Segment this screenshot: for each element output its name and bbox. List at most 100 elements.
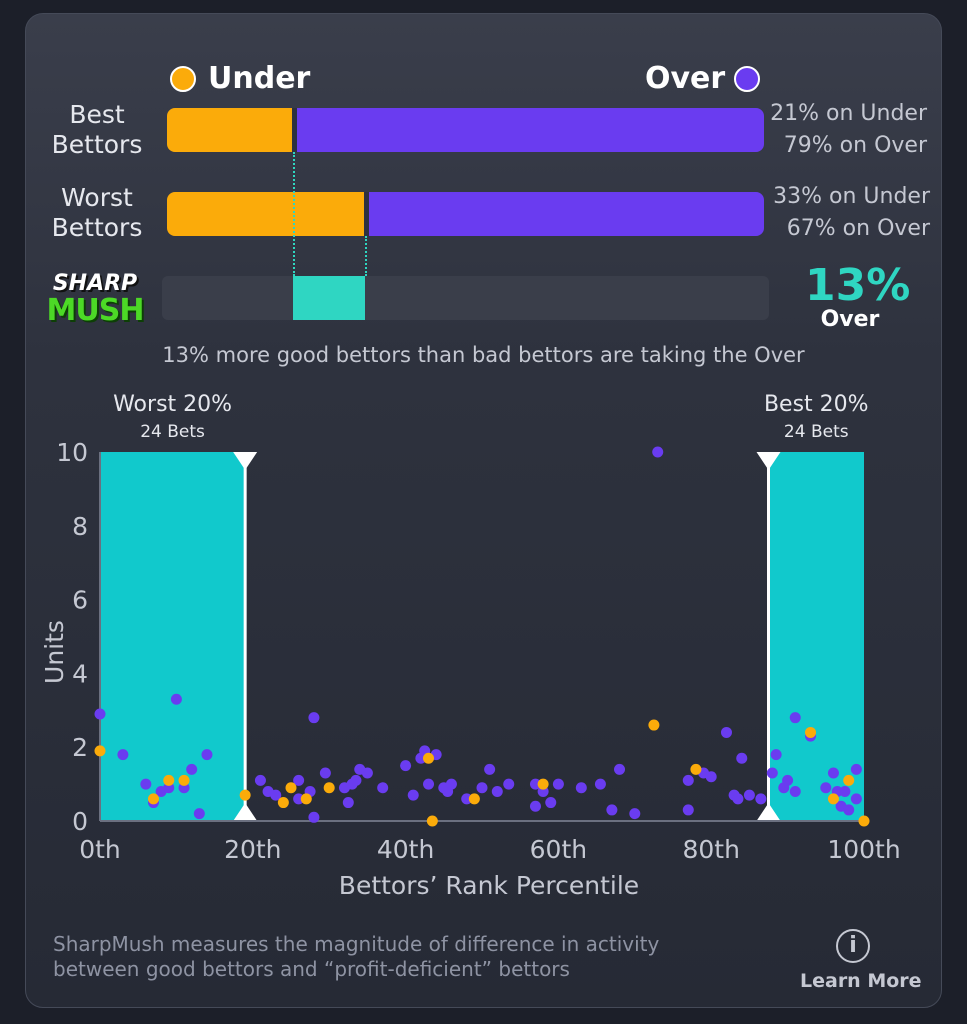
data-point-over (629, 808, 641, 820)
best-bettors-label: Best Bettors (32, 100, 162, 160)
mush-track (162, 276, 769, 320)
footer-note-line1: SharpMush measures the magnitude of diff… (53, 932, 660, 956)
x-tick-label: 40th (377, 835, 434, 864)
data-point-over (140, 778, 152, 790)
data-point-under (147, 793, 159, 805)
x-axis-title: Bettors’ Rank Percentile (339, 871, 639, 900)
y-tick-label: 8 (72, 512, 88, 541)
data-point-over (445, 778, 457, 790)
data-point-over (755, 793, 767, 805)
data-point-over (545, 797, 557, 809)
data-point-over (782, 774, 794, 786)
data-point-over (461, 793, 473, 805)
data-point-under (690, 763, 702, 775)
data-point-over (682, 804, 694, 816)
footer-note-line2: between good bettors and “profit-deficie… (53, 957, 570, 981)
data-point-over (170, 693, 182, 705)
under-legend-label: Under (208, 61, 311, 96)
data-point-over (732, 793, 744, 805)
x-tick-label: 20th (224, 835, 281, 864)
y-axis-title: Units (40, 620, 69, 684)
data-point-over (94, 708, 106, 720)
data-point-over (736, 752, 748, 764)
data-point-under (827, 793, 839, 805)
data-point-over (503, 778, 515, 790)
best-bettors-bar (167, 108, 764, 152)
under-legend-dot-icon (170, 66, 196, 92)
data-point-under (94, 745, 106, 757)
data-point-under (537, 778, 549, 790)
best-bettors-over-segment (297, 108, 764, 152)
sharpmush-logo-line1: SHARP (52, 271, 138, 296)
data-point-over (850, 763, 862, 775)
over-legend-dot-icon (734, 66, 760, 92)
data-point-over (308, 811, 320, 823)
best-bettors-pct: 21% on Under 79% on Over (757, 98, 927, 162)
data-point-over (614, 763, 626, 775)
data-point-over (361, 767, 373, 779)
data-point-over (682, 774, 694, 786)
data-point-under (843, 774, 855, 786)
data-point-over (850, 793, 862, 805)
region-label-1: Best 20% (764, 392, 869, 417)
data-point-over (293, 793, 305, 805)
best-bettors-label-line2: Bettors (51, 130, 143, 159)
data-point-over (423, 778, 435, 790)
data-point-over (117, 749, 129, 761)
best-bettors-label-line1: Best (69, 100, 125, 129)
data-point-under (426, 815, 438, 827)
data-point-over (529, 800, 541, 812)
sharpmush-logo-line2: MUSH (46, 293, 145, 328)
best-bettors-bar-divider (292, 108, 298, 152)
over-legend-label: Over (645, 61, 726, 96)
data-point-under (163, 774, 175, 786)
region-top-handle-0 (233, 452, 258, 470)
worst-bettors-label-line2: Bettors (51, 213, 143, 242)
data-point-over (720, 726, 732, 738)
data-point-over (827, 767, 839, 779)
x-tick-label: 100th (827, 835, 900, 864)
worst-bettors-label: Worst Bettors (32, 183, 162, 243)
data-point-over (308, 712, 320, 724)
data-point-over (652, 446, 664, 458)
worst-bettors-pct: 33% on Under 67% on Over (760, 181, 930, 245)
region-sublabel-1: 24 Bets (784, 422, 849, 442)
data-point-under (648, 719, 660, 731)
y-tick-label: 0 (72, 807, 88, 836)
data-point-over (529, 778, 541, 790)
data-point-over (293, 774, 305, 786)
data-point-over (270, 789, 282, 801)
worst-bettors-over-segment (369, 192, 764, 236)
y-tick-label: 2 (72, 733, 88, 762)
y-tick-label: 10 (56, 438, 88, 467)
learn-more-link[interactable]: Learn More (800, 970, 922, 992)
data-point-over (789, 785, 801, 797)
data-point-over (606, 804, 618, 816)
data-point-over (770, 749, 782, 761)
data-point-under (323, 782, 335, 794)
data-point-over (476, 782, 488, 794)
data-point-over (319, 767, 331, 779)
data-point-under (239, 789, 251, 801)
y-tick-label: 6 (72, 586, 88, 615)
best-under-guide-line (293, 152, 296, 276)
worst-bettors-label-line1: Worst (61, 183, 133, 212)
data-point-under (858, 815, 870, 827)
data-point-over (594, 778, 606, 790)
info-icon[interactable]: i (836, 929, 870, 963)
region-sublabel-0: 24 Bets (140, 422, 205, 442)
data-point-over (400, 760, 412, 772)
data-point-over (789, 712, 801, 724)
data-point-over (575, 782, 587, 794)
data-point-over (342, 797, 354, 809)
worst-under-guide-line (365, 236, 367, 276)
data-point-over (484, 763, 496, 775)
data-point-over (193, 808, 205, 820)
data-point-under (285, 782, 297, 794)
data-point-over (839, 785, 851, 797)
worst-bettors-over-text: 67% on Over (786, 216, 930, 241)
x-tick-label: 60th (530, 835, 587, 864)
data-point-over (201, 749, 213, 761)
best-bettors-under-text: 21% on Under (770, 101, 927, 126)
